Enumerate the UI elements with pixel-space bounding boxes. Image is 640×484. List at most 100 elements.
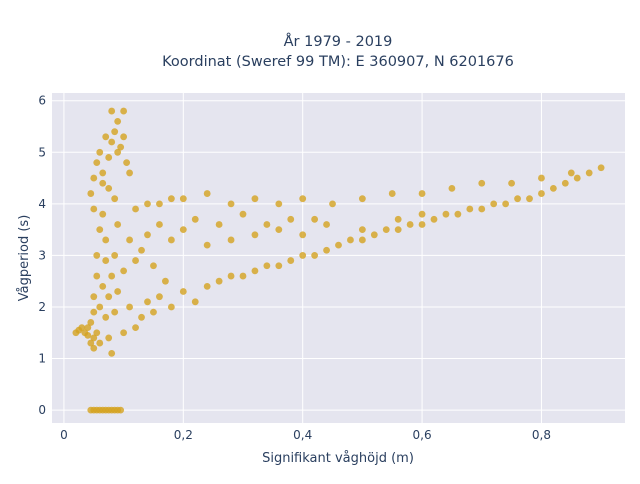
- chart-title-line-2: Koordinat (Sweref 99 TM): E 360907, N 62…: [162, 54, 514, 70]
- data-point: [395, 216, 402, 223]
- data-point: [371, 231, 378, 238]
- data-point: [275, 262, 282, 269]
- y-tick-label: 6: [38, 94, 46, 108]
- x-axis-title: Signifikant våghöjd (m): [262, 451, 414, 466]
- data-point: [550, 185, 557, 192]
- scatter-chart: 00,20,40,60,8 0123456 År 1979 - 2019 Koo…: [0, 0, 640, 480]
- data-point: [192, 216, 199, 223]
- data-point: [538, 175, 545, 182]
- data-point: [105, 154, 112, 161]
- data-point: [123, 159, 130, 166]
- data-point: [117, 407, 124, 414]
- data-point: [323, 247, 330, 254]
- data-point: [156, 293, 163, 300]
- x-tick-label: 0,6: [413, 428, 432, 442]
- data-point: [383, 226, 390, 233]
- chart-root: 00,20,40,60,8 0123456 År 1979 - 2019 Koo…: [0, 0, 640, 480]
- data-point: [204, 242, 211, 249]
- data-point: [132, 257, 139, 264]
- data-point: [562, 180, 569, 187]
- data-point: [99, 211, 106, 218]
- y-axis-title: Vågperiod (s): [17, 215, 32, 302]
- data-point: [478, 206, 485, 213]
- data-point: [204, 190, 211, 197]
- data-point: [180, 226, 187, 233]
- data-point: [156, 200, 163, 207]
- data-point: [228, 200, 235, 207]
- data-point: [138, 247, 145, 254]
- data-point: [99, 180, 106, 187]
- data-point: [117, 144, 124, 151]
- data-point: [144, 231, 151, 238]
- data-point: [275, 200, 282, 207]
- data-point: [407, 221, 414, 228]
- y-tick-label: 4: [38, 197, 46, 211]
- data-point: [419, 221, 426, 228]
- data-point: [105, 335, 112, 342]
- x-tick-label: 0,8: [532, 428, 551, 442]
- data-point: [168, 237, 175, 244]
- data-point: [568, 170, 575, 177]
- data-point: [120, 108, 127, 115]
- data-point: [138, 314, 145, 321]
- data-point: [180, 288, 187, 295]
- data-point: [311, 252, 318, 259]
- data-point: [126, 237, 133, 244]
- data-point: [502, 200, 509, 207]
- data-point: [275, 226, 282, 233]
- data-point: [574, 175, 581, 182]
- data-point: [156, 221, 163, 228]
- data-point: [108, 108, 115, 115]
- data-point: [132, 324, 139, 331]
- plot-area: [52, 93, 625, 423]
- data-point: [252, 231, 259, 238]
- data-point: [263, 262, 270, 269]
- data-point: [419, 211, 426, 218]
- data-point: [598, 164, 605, 171]
- data-point: [443, 211, 450, 218]
- data-point: [538, 190, 545, 197]
- data-point: [93, 252, 100, 259]
- data-point: [87, 319, 94, 326]
- data-point: [90, 175, 97, 182]
- data-point: [105, 293, 112, 300]
- data-point: [114, 118, 121, 125]
- data-point: [263, 221, 270, 228]
- data-point: [120, 267, 127, 274]
- data-point: [329, 200, 336, 207]
- data-point: [168, 304, 175, 311]
- data-point: [150, 309, 157, 316]
- data-point: [108, 139, 115, 146]
- data-point: [120, 133, 127, 140]
- data-point: [323, 221, 330, 228]
- data-point: [111, 309, 118, 316]
- data-point: [126, 304, 133, 311]
- data-point: [102, 133, 109, 140]
- data-point: [84, 332, 91, 339]
- data-point: [299, 195, 306, 202]
- data-point: [192, 298, 199, 305]
- x-tick-label: 0,2: [174, 428, 193, 442]
- data-point: [287, 216, 294, 223]
- data-point: [162, 278, 169, 285]
- data-point: [478, 180, 485, 187]
- data-point: [102, 314, 109, 321]
- data-point: [102, 257, 109, 264]
- data-point: [586, 170, 593, 177]
- data-point: [93, 273, 100, 280]
- data-point: [108, 350, 115, 357]
- data-point: [111, 252, 118, 259]
- data-point: [96, 149, 103, 156]
- data-point: [299, 252, 306, 259]
- data-point: [335, 242, 342, 249]
- data-point: [111, 128, 118, 135]
- data-point: [252, 195, 259, 202]
- data-point: [216, 221, 223, 228]
- data-point: [168, 195, 175, 202]
- data-point: [389, 190, 396, 197]
- data-point: [90, 206, 97, 213]
- chart-title-line-1: År 1979 - 2019: [284, 33, 393, 50]
- data-point: [240, 211, 247, 218]
- data-point: [150, 262, 157, 269]
- data-point: [490, 200, 497, 207]
